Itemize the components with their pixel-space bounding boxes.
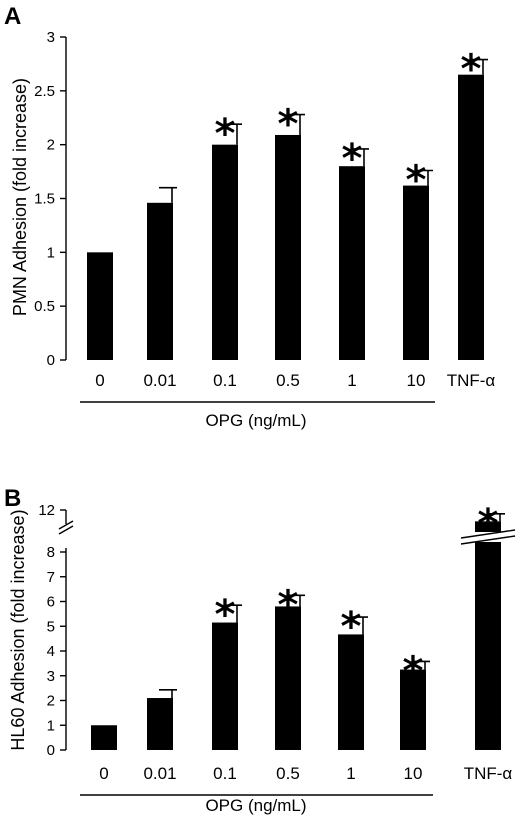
significance-star: * — [342, 136, 363, 182]
y-tick-label: 3 — [47, 29, 55, 46]
significance-star: * — [478, 501, 499, 547]
bar — [147, 698, 173, 750]
bar — [147, 202, 173, 360]
y-tick-label: 3 — [47, 668, 55, 685]
y-tick-label: 7 — [47, 569, 55, 586]
bar — [458, 74, 484, 360]
y-tick-label: 1 — [47, 244, 55, 261]
x-tick-label: 1 — [347, 371, 356, 390]
bar — [475, 521, 501, 750]
y-tick-label: 4 — [47, 643, 55, 660]
y-tick-label: 8 — [47, 544, 55, 561]
significance-star: * — [461, 47, 482, 93]
bar — [212, 622, 238, 750]
significance-star: * — [341, 604, 362, 650]
axis-break-mark — [58, 520, 74, 530]
x-tick-label: 0.5 — [276, 371, 300, 390]
axis-break-mark — [58, 525, 74, 535]
panel-a-chart: A 0 0.5 1 1.5 2 2.5 3 * * * * * 0 0.01 0.1 0.5 1 10 TNF-α OP… — [4, 3, 495, 430]
x-tick-label: 0.01 — [143, 371, 176, 390]
y-axis-title: HL60 Adhesion (fold increase) — [8, 509, 28, 750]
x-tick-label: 0 — [95, 371, 104, 390]
y-tick-label: 0 — [47, 742, 55, 759]
significance-star: * — [215, 592, 236, 638]
y-tick-label: 6 — [47, 594, 55, 611]
bar — [339, 166, 365, 360]
x-tick-label: 10 — [404, 764, 423, 783]
x-tick-label: TNF-α — [464, 764, 513, 783]
y-tick-label: 2.5 — [34, 83, 55, 100]
y-tick-label: 2 — [47, 137, 55, 154]
bar — [87, 252, 113, 360]
bar-break-gap — [469, 532, 507, 542]
x-tick-label: 0.1 — [213, 371, 237, 390]
bar — [338, 634, 364, 750]
y-tick-label: 0.5 — [34, 298, 55, 315]
x-axis-title: OPG (ng/mL) — [205, 796, 306, 815]
bar — [403, 185, 429, 360]
bar — [212, 144, 238, 360]
x-tick-label: TNF-α — [447, 371, 496, 390]
x-tick-label: 0.01 — [143, 764, 176, 783]
bar-break-mark — [460, 535, 516, 545]
bar — [400, 669, 426, 750]
significance-star: * — [278, 582, 299, 628]
x-axis-title: OPG (ng/mL) — [205, 411, 306, 430]
y-tick-label: 1 — [47, 717, 55, 734]
significance-star: * — [406, 158, 427, 204]
significance-star: * — [215, 111, 236, 157]
panel-letter-a: A — [4, 3, 21, 30]
x-tick-label: 10 — [407, 371, 426, 390]
y-tick-label: 2 — [47, 693, 55, 710]
x-tick-label: 1 — [346, 764, 355, 783]
y-axis-title: PMN Adhesion (fold increase) — [10, 78, 30, 316]
y-tick-label: 5 — [47, 618, 55, 635]
bar — [91, 725, 117, 750]
x-tick-label: 0 — [99, 764, 108, 783]
x-tick-label: 0.1 — [213, 764, 237, 783]
significance-star: * — [278, 102, 299, 148]
bar-break-mark — [460, 529, 516, 539]
y-tick-label: 1.5 — [34, 191, 55, 208]
panel-letter-b: B — [4, 485, 21, 512]
bar — [275, 606, 301, 750]
bar — [275, 134, 301, 360]
y-tick-label: 0 — [47, 352, 55, 369]
x-tick-label: 0.5 — [276, 764, 300, 783]
y-tick-label: 12 — [38, 502, 55, 519]
significance-star: * — [403, 648, 424, 694]
